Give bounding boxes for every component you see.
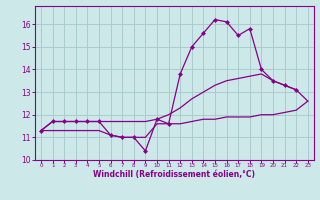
X-axis label: Windchill (Refroidissement éolien,°C): Windchill (Refroidissement éolien,°C): [93, 170, 255, 179]
